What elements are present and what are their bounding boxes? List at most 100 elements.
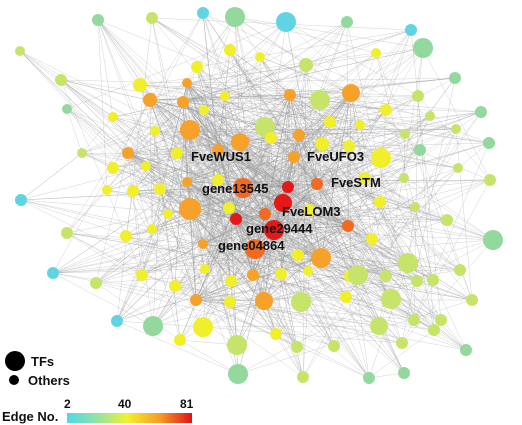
network-node <box>199 105 209 115</box>
network-node <box>225 275 237 287</box>
network-edge <box>132 190 153 230</box>
network-node <box>441 214 453 226</box>
network-edge <box>149 99 349 227</box>
network-node <box>177 96 189 108</box>
network-edge <box>182 101 373 240</box>
network-edge <box>116 17 153 322</box>
network-edge <box>333 206 416 347</box>
network-edge <box>217 149 467 351</box>
network-node <box>380 270 392 282</box>
network-edge <box>154 109 205 132</box>
network-edge <box>302 64 307 378</box>
network-edge <box>239 141 265 302</box>
network-edge <box>202 12 431 117</box>
network-edge <box>125 235 298 348</box>
network-node <box>343 140 355 152</box>
network-edge <box>368 329 435 379</box>
network-edge <box>347 92 352 227</box>
network-edge <box>186 181 304 378</box>
network-edge <box>242 157 382 189</box>
network-edge <box>179 339 239 375</box>
network-edge <box>127 152 181 341</box>
network-node <box>133 78 147 92</box>
network-node <box>233 178 253 198</box>
network-edge <box>379 201 415 321</box>
tf-legend-label: TFs <box>31 354 54 369</box>
network-edge <box>275 52 377 335</box>
network-edge <box>112 167 204 328</box>
network-edge <box>139 84 197 301</box>
network-node <box>15 194 27 206</box>
network-node <box>399 173 409 183</box>
network-edge <box>316 183 351 277</box>
network-edge <box>152 300 265 327</box>
network-edge <box>95 213 266 284</box>
network-edge <box>195 299 435 331</box>
network-edge <box>229 49 392 300</box>
network-edge <box>414 128 457 208</box>
network-edge <box>95 179 219 284</box>
network-node <box>374 196 386 208</box>
network-edge <box>182 101 239 375</box>
network-node <box>231 133 249 151</box>
network-node <box>171 147 183 159</box>
network-node <box>182 78 192 88</box>
network-edge <box>97 19 239 375</box>
network-node <box>163 209 173 219</box>
network-edge <box>52 201 381 274</box>
network-node <box>483 137 495 149</box>
network-node <box>483 230 503 250</box>
network-node <box>179 198 201 220</box>
network-edge <box>189 129 231 303</box>
network-edge <box>174 82 188 287</box>
network-edge <box>127 109 205 154</box>
network-edge <box>289 94 373 240</box>
network-edge <box>66 232 473 301</box>
network-edge <box>154 130 421 151</box>
network-node <box>311 248 331 268</box>
network-node <box>363 372 375 384</box>
network-node <box>398 367 410 379</box>
network-edge <box>401 239 494 344</box>
network-edge <box>302 296 347 378</box>
network-node <box>191 61 203 73</box>
others-size-marker <box>9 375 19 385</box>
network-edge <box>97 19 347 298</box>
network-edge <box>174 177 405 287</box>
network-node <box>174 334 186 346</box>
network-node <box>141 161 151 171</box>
network-edge <box>242 187 322 259</box>
network-edge <box>139 84 331 123</box>
network-edge <box>60 79 490 144</box>
network-edge <box>189 208 298 348</box>
size-legend: TFs Others <box>5 351 70 388</box>
network-edge <box>125 235 265 302</box>
network-edge <box>186 181 405 374</box>
network-edge <box>202 300 265 328</box>
network-edge <box>234 16 424 49</box>
network-edge <box>347 225 467 351</box>
network-node <box>111 315 123 327</box>
network-edge <box>97 19 237 220</box>
network-edge <box>237 299 473 375</box>
network-node <box>297 371 309 383</box>
network-edge <box>195 299 298 348</box>
network-edge <box>195 262 409 301</box>
network-edge <box>347 201 381 227</box>
network-edge <box>186 181 347 298</box>
network-edge <box>259 56 409 264</box>
network-edge <box>141 229 275 276</box>
network-edge <box>189 208 335 347</box>
network-edge <box>348 145 473 301</box>
network-node <box>224 44 236 56</box>
network-node <box>414 144 426 156</box>
network-edge <box>298 134 309 272</box>
tf-size-marker <box>5 351 25 371</box>
network-node <box>291 341 303 353</box>
network-node <box>475 106 487 118</box>
network-edge <box>97 19 114 118</box>
network-edge <box>264 137 272 215</box>
network-edge <box>149 99 205 111</box>
label-fvelom3: FveLOM3 <box>282 204 341 219</box>
network-edge <box>417 95 435 331</box>
